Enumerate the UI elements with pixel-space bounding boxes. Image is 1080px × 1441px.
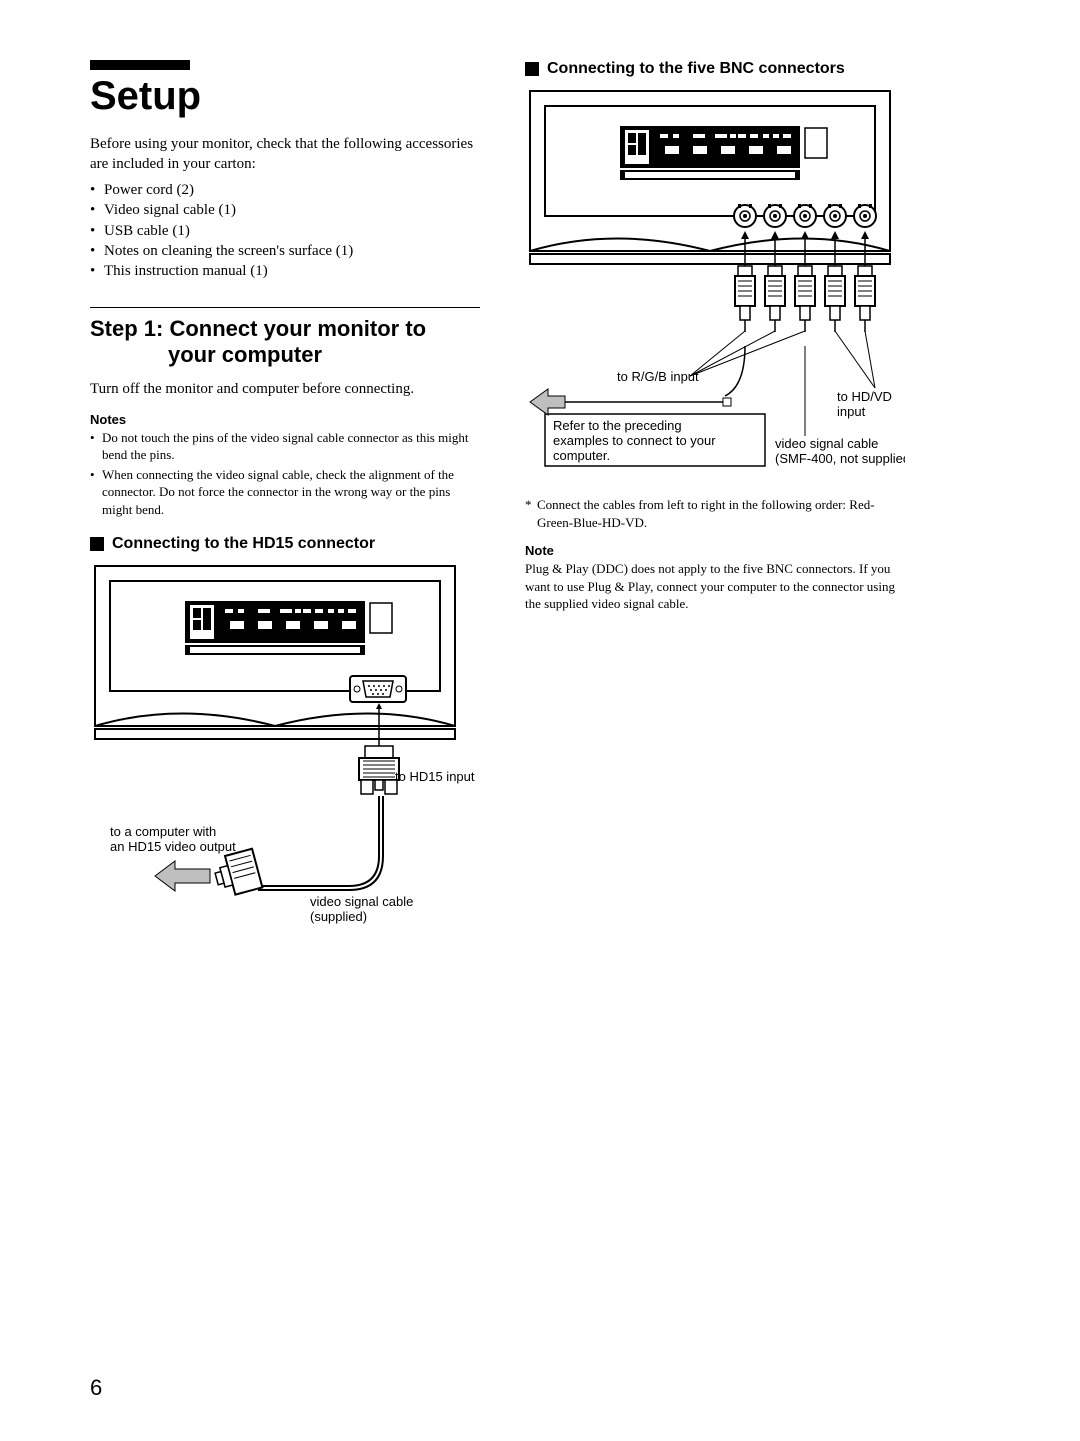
intro-paragraph: Before using your monitor, check that th… [90,135,480,174]
bnc-note-label: Note [525,543,905,558]
right-column: Connecting to the five BNC connectors [525,60,905,941]
bnc-box-l3: computer. [553,448,610,463]
title-bar-icon [90,60,190,70]
list-item: USB cable (1) [90,221,480,241]
notes-list: Do not touch the pins of the video signa… [90,429,480,519]
step-heading-line2: your computer [90,342,322,367]
label-rgb: to R/G/B input [617,369,699,384]
square-bullet-icon [90,537,104,551]
step-heading-line1: Step 1: Connect your monitor to [90,316,426,341]
label-computer-l1: to a computer with [110,824,216,839]
left-column: Setup Before using your monitor, check t… [90,60,480,941]
accessories-list: Power cord (2) Video signal cable (1) US… [90,180,480,281]
bnc-note-body: Plug & Play (DDC) does not apply to the … [525,560,905,613]
bnc-subheading: Connecting to the five BNC connectors [525,60,905,78]
bnc-heading-text: Connecting to the five BNC connectors [547,60,845,78]
list-item: Power cord (2) [90,180,480,200]
list-item: Video signal cable (1) [90,200,480,220]
label-cable-l2: (supplied) [310,909,367,924]
square-bullet-icon [525,62,539,76]
bnc-box-l2: examples to connect to your [553,433,716,448]
notes-label: Notes [90,412,480,427]
label-bnc-cable-l2: (SMF-400, not supplied)* [775,451,905,466]
page-content: Setup Before using your monitor, check t… [0,0,1080,981]
bnc-diagram: Refer to the preceding examples to conne… [525,86,905,486]
list-item: This instruction manual (1) [90,261,480,281]
step-body-text: Turn off the monitor and computer before… [90,381,480,398]
list-item: When connecting the video signal cable, … [90,466,480,519]
main-title: Setup [90,74,480,119]
list-item: Notes on cleaning the screen's surface (… [90,241,480,261]
page-number: 6 [90,1375,102,1401]
label-hdvd-l1: to HD/VD [837,389,892,404]
asterisk-note: Connect the cables from left to right in… [525,496,905,531]
label-bnc-cable-l1: video signal cable [775,436,878,451]
label-hdvd-l2: input [837,404,866,419]
bnc-box-l1: Refer to the preceding [553,418,682,433]
label-cable-l1: video signal cable [310,894,413,909]
hd15-diagram: to HD15 input to a computer with an HD15… [90,561,480,941]
label-hd15-input: to HD15 input [395,769,475,784]
hd15-subheading: Connecting to the HD15 connector [90,535,480,553]
step-heading: Step 1: Connect your monitor to your com… [90,316,480,367]
list-item: Do not touch the pins of the video signa… [90,429,480,464]
hd15-heading-text: Connecting to the HD15 connector [112,535,375,553]
section-divider [90,307,480,308]
label-computer-l2: an HD15 video output [110,839,236,854]
